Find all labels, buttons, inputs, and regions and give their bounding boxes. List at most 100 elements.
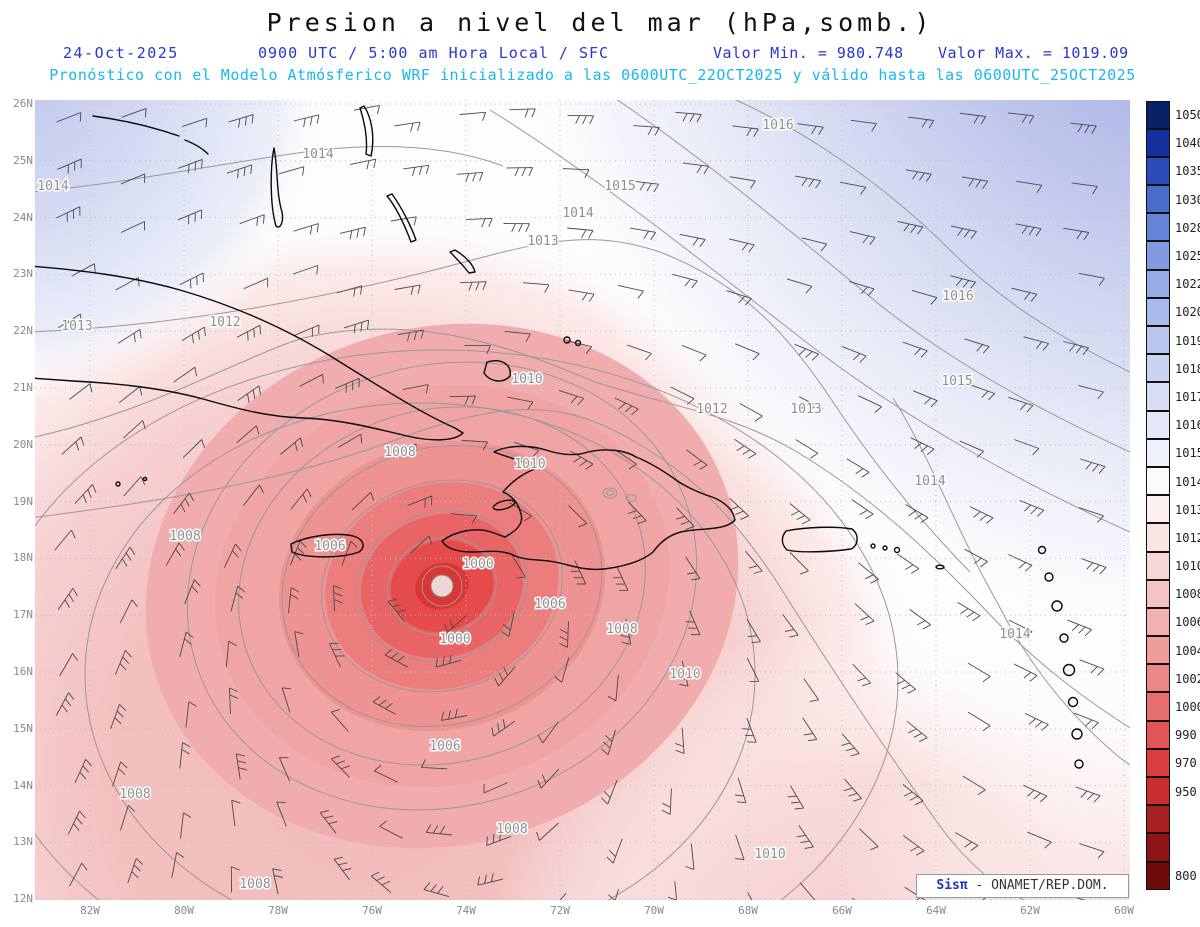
isobar-label: 1010	[754, 847, 785, 862]
lat-label: 24N	[13, 210, 33, 224]
colorbar-cell	[1146, 777, 1170, 806]
coast-great-inagua	[483, 360, 511, 382]
isobar-label: 1008	[239, 877, 270, 892]
colorbar-row: 1017	[1146, 382, 1200, 411]
colorbar-label: 1035	[1175, 164, 1200, 179]
colorbar-label: 1008	[1175, 587, 1200, 602]
isobar-label-layer: 1014 1014 1015 1014 1013 1016 1016 1015 1013 1012…	[36, 117, 1032, 894]
colorbar-cell	[1146, 382, 1170, 411]
colorbar-row: 990	[1146, 720, 1200, 749]
isobar-label: 1014	[562, 206, 593, 221]
colorbar-cell	[1146, 833, 1170, 862]
colorbar-row: 1020	[1146, 297, 1200, 326]
isobar-label: 1012	[696, 402, 727, 417]
isobar-label: 1016	[942, 289, 973, 304]
lat-label: 19N	[13, 494, 33, 508]
colorbar-cell	[1146, 269, 1170, 298]
colorbar-cell	[1146, 607, 1170, 637]
colorbar-label: 1004	[1175, 643, 1200, 658]
colorbar-label: 1025	[1175, 249, 1200, 264]
isobar-label: 1010	[669, 667, 700, 682]
attribution-text: - ONAMET/REP.DOM.	[975, 878, 1109, 893]
colorbar-cell	[1146, 438, 1170, 467]
isobar-label: 1008	[119, 787, 150, 802]
isobar-label: 1000	[462, 557, 493, 572]
colorbar-label: 950	[1175, 784, 1197, 799]
colorbar-label: 1017	[1175, 389, 1200, 404]
colorbar-row: 1012	[1146, 523, 1200, 552]
value-min-label: Valor Min. = 980.748	[713, 44, 904, 62]
isobar-label: 1008	[169, 529, 200, 544]
lat-label: 25N	[13, 153, 33, 167]
lat-label: 26N	[13, 97, 33, 110]
attribution-box: Sisπ - ONAMET/REP.DOM.	[916, 874, 1129, 898]
colorbar-cell	[1146, 213, 1170, 242]
coast-virgin-islands-2	[882, 545, 888, 551]
colorbar-cell	[1146, 495, 1170, 524]
colorbar-cell	[1146, 101, 1170, 130]
coast-turks	[563, 336, 571, 344]
colorbar-row: 1015	[1146, 438, 1200, 467]
lon-label: 62W	[1020, 904, 1040, 917]
colorbar-label: 1012	[1175, 530, 1200, 545]
coast-grand-cayman	[115, 481, 121, 487]
colorbar-cell	[1146, 354, 1170, 383]
coast-long-island	[386, 193, 417, 243]
colorbar-label: 970	[1175, 756, 1197, 771]
pressure-map: 1014 1014 1015 1014 1013 1016 1016 1015 1013 1012…	[35, 100, 1130, 900]
colorbar-cell	[1146, 805, 1170, 834]
colorbar-label: 1016	[1175, 418, 1200, 433]
colorbar-label: 1014	[1175, 474, 1200, 489]
colorbar-row: 1010	[1146, 551, 1200, 580]
colorbar-row	[1146, 805, 1200, 834]
coast-eleuthera	[359, 105, 374, 157]
colorbar-row: 970	[1146, 748, 1200, 777]
coast-antilles-4	[1059, 633, 1069, 643]
colorbar-cell	[1146, 185, 1170, 214]
lon-label: 80W	[174, 904, 194, 917]
colorbar-label: 1010	[1175, 559, 1200, 574]
lon-label: 72W	[550, 904, 570, 917]
colorbar-cell	[1146, 551, 1170, 580]
colorbar-label: 1020	[1175, 305, 1200, 320]
lat-label: 21N	[13, 381, 33, 394]
colorbar-row: 1035	[1146, 156, 1200, 186]
isobar-label: 1006	[534, 597, 565, 612]
isobar-label: 1010	[511, 372, 542, 387]
colorbar-cell	[1146, 523, 1170, 552]
colorbar-cell	[1146, 128, 1170, 157]
colorbar-cell	[1146, 297, 1170, 326]
colorbar-cell	[1146, 692, 1170, 721]
lon-label: 60W	[1114, 904, 1134, 917]
coast-puerto-rico	[781, 526, 858, 553]
isobar-label: 1014	[999, 627, 1030, 642]
colorbar-row: 800	[1146, 861, 1200, 890]
isobar-label: 1008	[384, 445, 415, 460]
isobar-label: 1000	[439, 632, 470, 647]
colorbar-cell	[1146, 636, 1170, 665]
lat-label: 15N	[13, 721, 33, 735]
colorbar-row: 1030	[1146, 185, 1200, 214]
colorbar-cell	[1146, 748, 1170, 777]
colorbar-cell	[1146, 156, 1170, 186]
storm-eye	[430, 574, 454, 598]
lat-label: 22N	[13, 324, 33, 338]
colorbar-row: 1000	[1146, 692, 1200, 721]
colorbar: 1050 1040 1035 1030 1028 1025 1022 1020 1019 1018…	[1146, 101, 1200, 890]
isobar-layer	[35, 100, 1130, 900]
coastline-layer	[35, 105, 1084, 769]
coast-andros	[270, 147, 284, 228]
lat-label: 14N	[13, 778, 33, 792]
colorbar-label: 1040	[1175, 136, 1200, 151]
colorbar-cell	[1146, 579, 1170, 608]
colorbar-row: 1013	[1146, 495, 1200, 524]
isobar-label: 1013	[790, 402, 821, 417]
colorbar-label: 800	[1175, 869, 1197, 884]
coast-antilles-3	[1051, 600, 1063, 612]
coast-florida-keys	[92, 115, 180, 137]
colorbar-label: 1050	[1175, 108, 1200, 123]
lon-label: 68W	[738, 904, 758, 917]
isobar-label: 1006	[429, 739, 460, 754]
coast-antilles-1	[1037, 545, 1047, 555]
colorbar-label: 1000	[1175, 700, 1200, 715]
